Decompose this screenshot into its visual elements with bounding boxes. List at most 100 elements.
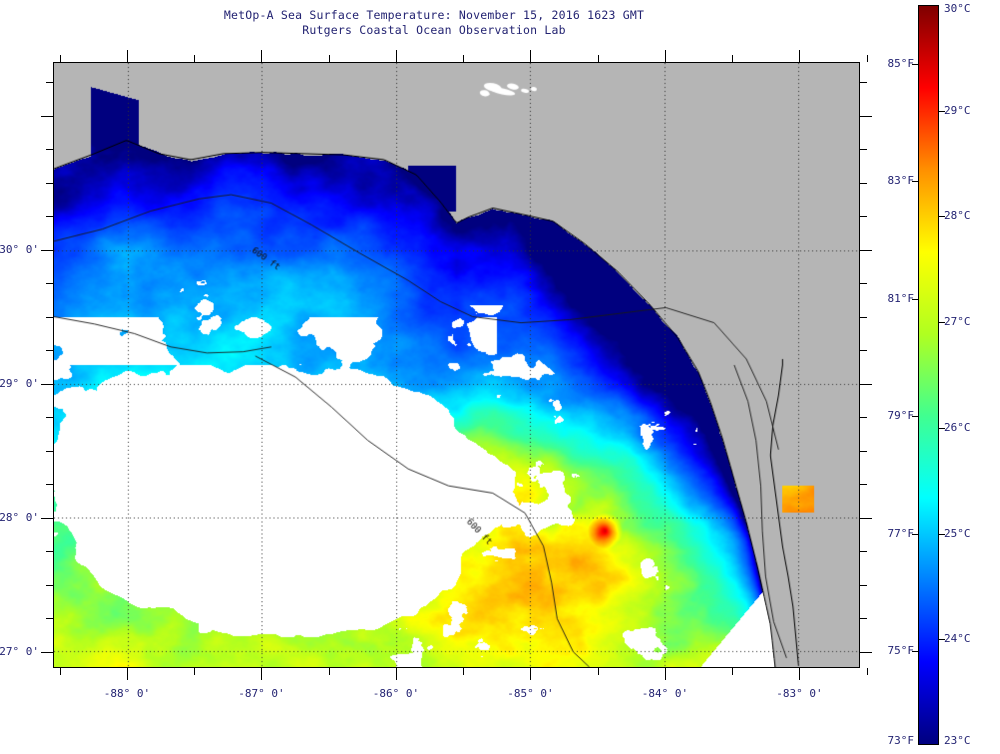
colorbar-tick-celsius [939, 428, 945, 429]
colorbar-tick-celsius [939, 639, 945, 640]
x-tick-bottom [60, 668, 61, 675]
x-tick-bottom [396, 668, 397, 680]
y-tick-right [860, 149, 867, 150]
colorbar-label-fahrenheit: 81°F [887, 292, 915, 305]
y-tick-left [46, 183, 53, 184]
page-subtitle: Rutgers Coastal Ocean Observation Lab [302, 23, 566, 37]
colorbar-tick-celsius [939, 111, 945, 112]
colorbar-label-celsius: 26°C [944, 421, 971, 434]
y-tick-left [41, 116, 53, 117]
y-tick-left [41, 518, 53, 519]
y-tick-right [860, 350, 867, 351]
y-tick-left [46, 585, 53, 586]
y-tick-right [860, 116, 872, 117]
colorbar-label-celsius: 27°C [944, 315, 971, 328]
y-tick-right [860, 518, 872, 519]
y-tick-right [860, 484, 867, 485]
colorbar-gradient [918, 5, 939, 745]
y-axis-label: 28° 0' [0, 510, 39, 524]
colorbar[interactable] [918, 5, 939, 745]
x-tick-top [530, 50, 531, 62]
x-tick-top [60, 55, 61, 62]
y-tick-right [860, 283, 867, 284]
colorbar-tick-celsius [939, 534, 945, 535]
colorbar-label-celsius: 24°C [944, 632, 971, 645]
y-tick-right [860, 618, 867, 619]
y-axis-label: 30° 0' [0, 242, 39, 256]
y-tick-right [860, 585, 867, 586]
x-axis-label: -88° 0' [103, 687, 151, 700]
colorbar-label-celsius: 29°C [944, 104, 971, 117]
x-tick-top [261, 50, 262, 62]
x-tick-top [329, 55, 330, 62]
y-tick-left [46, 551, 53, 552]
x-tick-top [396, 50, 397, 62]
x-axis-label: -85° 0' [507, 687, 554, 700]
y-tick-right [860, 417, 867, 418]
colorbar-tick-fahrenheit [912, 181, 918, 182]
y-tick-right [860, 451, 867, 452]
y-tick-right [860, 82, 867, 83]
colorbar-label-fahrenheit: 77°F [887, 527, 915, 540]
y-tick-left [41, 652, 53, 653]
x-axis-label: -83° 0' [776, 687, 823, 700]
y-tick-left [46, 149, 53, 150]
y-axis-label: 27° 0' [0, 644, 39, 658]
x-tick-top [799, 50, 800, 62]
x-tick-bottom [194, 668, 195, 675]
y-tick-left [46, 82, 53, 83]
x-tick-bottom [799, 668, 800, 680]
x-tick-bottom [463, 668, 464, 675]
colorbar-label-fahrenheit: 85°F [887, 57, 915, 70]
y-axis-label: 29° 0' [0, 376, 39, 390]
y-tick-left [41, 250, 53, 251]
y-tick-left [46, 484, 53, 485]
sst-raster [54, 63, 859, 667]
chart-title-block: MetOp-A Sea Surface Temperature: Novembe… [0, 8, 868, 38]
x-tick-bottom [530, 668, 531, 680]
y-tick-left [46, 350, 53, 351]
colorbar-label-fahrenheit: 79°F [887, 409, 915, 422]
x-tick-top [732, 55, 733, 62]
colorbar-tick-fahrenheit [912, 534, 918, 535]
colorbar-tick-fahrenheit [912, 64, 918, 65]
x-tick-top [665, 50, 666, 62]
colorbar-tick-celsius [939, 216, 945, 217]
x-axis-label: -87° 0' [238, 687, 285, 700]
y-tick-left [46, 417, 53, 418]
y-tick-left [46, 216, 53, 217]
colorbar-label-celsius: 28°C [944, 209, 971, 222]
x-tick-bottom [732, 668, 733, 675]
x-tick-bottom [261, 668, 262, 680]
y-tick-left [41, 384, 53, 385]
x-axis-label: -84° 0' [641, 687, 689, 700]
x-tick-top [598, 55, 599, 62]
y-tick-right [860, 250, 872, 251]
colorbar-label-fahrenheit: 83°F [887, 174, 915, 187]
sst-map-plot[interactable] [53, 62, 860, 668]
colorbar-tick-fahrenheit [912, 416, 918, 417]
y-tick-right [860, 317, 867, 318]
x-tick-top [127, 50, 128, 62]
x-tick-top [194, 55, 195, 62]
y-tick-right [860, 384, 872, 385]
x-tick-top [463, 55, 464, 62]
y-tick-left [46, 451, 53, 452]
colorbar-label-fahrenheit: 73°F [887, 734, 915, 747]
y-tick-right [860, 652, 872, 653]
y-tick-left [46, 317, 53, 318]
x-tick-bottom [665, 668, 666, 680]
colorbar-tick-celsius [939, 322, 945, 323]
y-tick-right [860, 551, 867, 552]
colorbar-label-celsius: 25°C [944, 527, 971, 540]
x-tick-bottom [598, 668, 599, 675]
y-tick-left [46, 283, 53, 284]
x-tick-bottom [867, 668, 868, 675]
y-tick-right [860, 183, 867, 184]
y-tick-right [860, 216, 867, 217]
x-tick-top [867, 55, 868, 62]
colorbar-label-celsius: 23°C [944, 734, 971, 747]
colorbar-tick-fahrenheit [912, 651, 918, 652]
x-axis-label: -86° 0' [372, 687, 420, 700]
x-tick-bottom [127, 668, 128, 680]
